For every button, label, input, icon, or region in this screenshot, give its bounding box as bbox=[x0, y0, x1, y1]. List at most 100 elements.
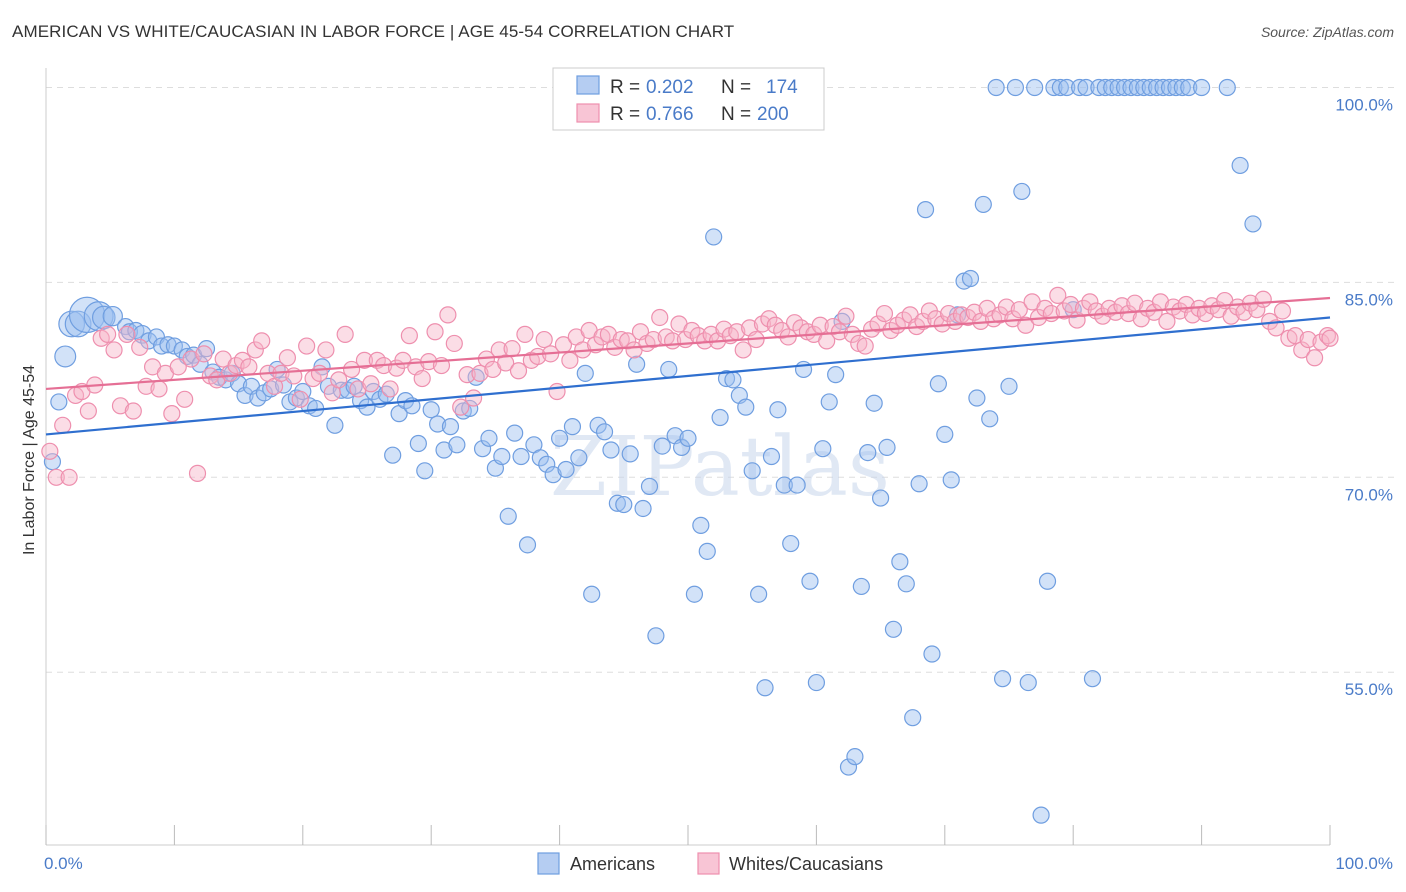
whites-point-67 bbox=[471, 364, 489, 382]
whites-point-114 bbox=[773, 321, 791, 340]
americans-point-59 bbox=[435, 441, 453, 459]
americans-point-167 bbox=[1128, 78, 1147, 97]
whites-point-13 bbox=[124, 402, 142, 420]
americans-point-164 bbox=[1109, 78, 1127, 97]
whites-point-1 bbox=[47, 468, 65, 486]
whites-point-159 bbox=[1062, 295, 1080, 314]
americans-point-85 bbox=[602, 441, 620, 459]
y-tick-label-1: 70.0% bbox=[1345, 485, 1393, 504]
bottom-legend-label-americans: Americans bbox=[570, 854, 655, 874]
americans-point-75 bbox=[538, 455, 556, 473]
series-whites bbox=[41, 286, 1339, 486]
americans-point-68 bbox=[493, 447, 511, 466]
legend-r-label-0: R = bbox=[610, 77, 640, 98]
legend-n-value-1: 200 bbox=[757, 104, 789, 125]
americans-point-98 bbox=[685, 585, 704, 603]
americans-point-102 bbox=[711, 408, 729, 427]
americans-point-177 bbox=[1218, 78, 1236, 97]
americans-point-127 bbox=[871, 489, 890, 507]
americans-point-69 bbox=[499, 507, 517, 525]
americans-point-1 bbox=[50, 393, 68, 411]
whites-point-49 bbox=[355, 351, 374, 369]
americans-point-82 bbox=[583, 585, 601, 603]
whites-point-196 bbox=[1299, 330, 1317, 349]
americans-point-101 bbox=[705, 228, 723, 246]
americans-point-107 bbox=[743, 462, 761, 480]
americans-point-120 bbox=[827, 366, 845, 384]
whites-point-9 bbox=[99, 325, 117, 343]
whites-point-174 bbox=[1158, 312, 1176, 330]
americans-point-176 bbox=[1192, 78, 1211, 97]
whites-point-63 bbox=[445, 334, 463, 353]
americans-point-132 bbox=[904, 709, 922, 727]
whites-point-40 bbox=[298, 337, 316, 355]
whites-point-192 bbox=[1273, 302, 1292, 320]
americans-point-57 bbox=[422, 401, 440, 419]
americans-point-141 bbox=[961, 269, 980, 288]
americans-point-178 bbox=[1231, 156, 1249, 175]
americans-point-78 bbox=[557, 460, 575, 479]
whites-point-12 bbox=[118, 325, 136, 343]
whites-point-11 bbox=[111, 397, 130, 415]
whites-point-42 bbox=[310, 364, 329, 382]
americans-point-17 bbox=[165, 337, 183, 355]
americans-point-112 bbox=[775, 476, 793, 494]
whites-point-198 bbox=[1312, 333, 1330, 351]
americans-trend-line bbox=[45, 316, 1331, 436]
americans-point-89 bbox=[628, 355, 646, 373]
legend-n-value-0: 174 bbox=[766, 77, 798, 98]
americans-point-137 bbox=[936, 425, 954, 444]
americans-point-129 bbox=[884, 620, 903, 638]
americans-point-166 bbox=[1122, 78, 1140, 97]
americans-point-138 bbox=[942, 471, 960, 489]
americans-point-156 bbox=[1058, 78, 1076, 97]
americans-point-5 bbox=[68, 296, 106, 334]
trend-lines bbox=[45, 296, 1331, 436]
y-tick-label-3: 100.0% bbox=[1335, 95, 1393, 114]
americans-point-74 bbox=[531, 449, 549, 467]
y-axis-label: In Labor Force | Age 45-54 bbox=[21, 365, 38, 555]
americans-point-2 bbox=[54, 345, 77, 368]
americans-point-154 bbox=[1045, 78, 1063, 97]
americans-point-158 bbox=[1071, 78, 1089, 97]
americans-point-171 bbox=[1154, 78, 1172, 97]
whites-point-64 bbox=[452, 398, 470, 416]
whites-point-46 bbox=[336, 325, 354, 343]
americans-point-170 bbox=[1148, 78, 1166, 97]
y-tick-labels: 55.0% 70.0% 85.0% 100.0% bbox=[1335, 95, 1393, 699]
americans-point-71 bbox=[512, 447, 530, 466]
whites-point-77 bbox=[535, 330, 553, 349]
whites-trend-line bbox=[45, 296, 1331, 391]
americans-point-152 bbox=[1032, 806, 1050, 824]
americans-point-58 bbox=[429, 415, 447, 433]
americans-point-15 bbox=[152, 337, 171, 355]
y-tick-label-2: 85.0% bbox=[1345, 290, 1393, 309]
americans-point-146 bbox=[993, 670, 1012, 688]
whites-point-33 bbox=[253, 332, 271, 350]
whites-point-45 bbox=[330, 371, 348, 389]
americans-point-100 bbox=[698, 542, 716, 560]
whites-point-79 bbox=[548, 382, 566, 401]
whites-point-74 bbox=[516, 325, 534, 343]
whites-point-48 bbox=[349, 380, 367, 398]
americans-point-42 bbox=[326, 416, 344, 434]
whites-point-73 bbox=[509, 362, 528, 380]
americans-point-63 bbox=[461, 399, 479, 418]
watermark: ZIPatlas bbox=[550, 420, 890, 515]
americans-point-155 bbox=[1051, 78, 1069, 97]
americans-point-133 bbox=[910, 475, 928, 493]
americans-point-128 bbox=[878, 438, 896, 457]
whites-point-194 bbox=[1286, 327, 1304, 345]
y-tick-label-0: 55.0% bbox=[1345, 680, 1393, 699]
americans-point-55 bbox=[409, 434, 427, 453]
americans-point-60 bbox=[441, 418, 460, 436]
americans-point-165 bbox=[1115, 78, 1134, 97]
americans-point-99 bbox=[692, 516, 710, 534]
americans-point-122 bbox=[839, 758, 858, 776]
americans-point-123 bbox=[846, 748, 864, 766]
americans-point-113 bbox=[782, 534, 800, 553]
whites-point-31 bbox=[240, 358, 258, 376]
whites-point-176 bbox=[1171, 302, 1189, 320]
whites-point-17 bbox=[150, 380, 168, 398]
